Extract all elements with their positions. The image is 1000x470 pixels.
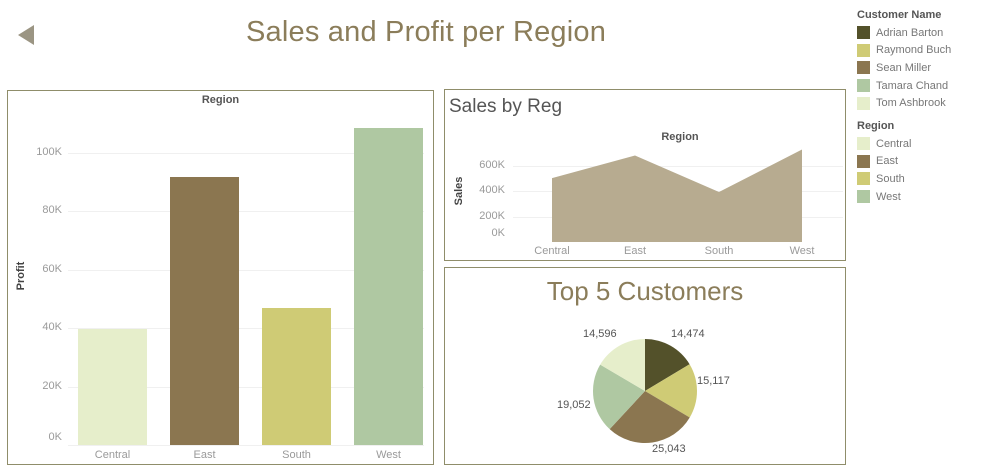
customer-pie[interactable] — [445, 268, 847, 466]
top-customers-title: Top 5 Customers — [546, 276, 744, 306]
gridline — [68, 445, 424, 446]
pie-slice-adrian-barton[interactable] — [645, 339, 690, 391]
color-swatch — [857, 43, 870, 57]
x-tick-label: West — [376, 449, 401, 461]
x-tick-label: West — [789, 245, 815, 257]
y-tick-label: 0K — [491, 227, 505, 239]
y-tick-label: 40K — [42, 321, 62, 333]
triangle-left-icon — [18, 25, 34, 45]
legend-item-customer-sean-miller[interactable]: Sean Miller — [857, 59, 951, 77]
legend-item-customer-tamara-chand[interactable]: Tamara Chand — [857, 77, 951, 95]
legend-item-customer-tom-ashbrook[interactable]: Tom Ashbrook — [857, 94, 951, 112]
color-swatch — [857, 26, 870, 40]
pie-value-label: 25,043 — [652, 443, 686, 455]
sales-area-fill[interactable] — [552, 149, 802, 242]
bar-west[interactable] — [354, 127, 423, 445]
x-tick-label: Central — [94, 449, 131, 461]
pie-slice-sean-miller[interactable] — [609, 391, 690, 443]
pie-slice-tom-ashbrook[interactable] — [600, 339, 645, 391]
sales-chart-title: Sales by Reg — [449, 96, 563, 117]
pie-value-label: 14,474 — [671, 328, 705, 340]
gridline — [513, 165, 843, 167]
legend-item-region-east[interactable]: East — [857, 153, 911, 171]
y-tick-label: 60K — [42, 262, 62, 275]
pie-value-label: 14,596 — [583, 328, 617, 340]
x-tick-label: East — [193, 449, 216, 461]
color-swatch — [857, 172, 870, 186]
dashboard-title: Sales and Profit per Region — [246, 16, 607, 48]
pie-slice-tamara-chand[interactable] — [593, 364, 645, 430]
legend-item-customer-adrian-barton[interactable]: Adrian Barton — [857, 24, 951, 42]
bar-central[interactable] — [78, 328, 147, 445]
legend-item-region-west[interactable]: West — [857, 188, 911, 206]
gridline — [68, 211, 424, 212]
y-tick-label: 200K — [479, 209, 505, 222]
legend-label: Raymond Buch — [876, 44, 952, 57]
gridline — [68, 386, 424, 388]
x-tick-label: East — [623, 245, 646, 257]
color-swatch — [857, 96, 870, 110]
customer-name-legend: Customer Name Adrian Barton Raymond Buch S… — [857, 9, 951, 112]
gridline — [68, 328, 424, 329]
legend-label: Sean Miller — [876, 61, 932, 74]
top-customers-chart[interactable]: Top 5 Customers 14,474 15,117 25,043 19,052… — [444, 267, 846, 465]
legend-label: Central — [876, 137, 912, 150]
column-header-region: Region — [201, 94, 240, 106]
gridline — [68, 152, 424, 154]
y-tick-label: 20K — [42, 379, 62, 392]
bar-south[interactable] — [262, 308, 331, 445]
legend-label: Adrian Barton — [876, 26, 944, 39]
color-swatch — [857, 61, 870, 75]
legend-label: East — [876, 155, 899, 168]
pie-value-label: 15,117 — [697, 375, 730, 387]
gridline — [68, 269, 424, 271]
bar-east[interactable] — [170, 177, 239, 445]
sales-by-region-chart[interactable]: Sales by Reg Region Sales 0K 200K 400K 600K… — [444, 89, 846, 261]
y-tick-label: 600K — [479, 158, 505, 171]
y-tick-label: 400K — [479, 184, 505, 196]
legend-label: Tom Ashbrook — [876, 97, 946, 110]
legend-title-region: Region — [857, 120, 895, 132]
legend-item-customer-raymond-buch[interactable]: Raymond Buch — [857, 42, 951, 60]
legend-item-region-south[interactable]: South — [857, 170, 911, 188]
legend-item-region-central[interactable]: Central — [857, 135, 911, 153]
pie-value-label: 19,052 — [557, 399, 591, 411]
sales-area[interactable] — [445, 90, 847, 262]
color-swatch — [857, 154, 870, 168]
pie-slice-raymond-buch[interactable] — [645, 364, 697, 418]
x-tick-label: South — [704, 245, 734, 257]
color-swatch — [857, 137, 870, 151]
legend-label: Tamara Chand — [876, 79, 949, 92]
legend-label: West — [876, 190, 901, 203]
y-tick-label: 100K — [36, 145, 62, 158]
x-tick-label: Central — [534, 245, 570, 257]
region-legend: Region Central East South West — [857, 120, 911, 205]
color-swatch — [857, 190, 870, 204]
column-header-region: Region — [661, 131, 699, 143]
y-tick-label: 80K — [42, 204, 62, 216]
y-tick-label: 0K — [48, 431, 62, 443]
profit-by-region-chart[interactable]: Region Profit 0K 20K 40K 60K 80K 100K Central… — [7, 90, 434, 465]
x-tick-label: South — [282, 449, 311, 461]
legend-label: South — [876, 172, 905, 185]
legend-title-customer: Customer Name — [857, 9, 942, 21]
back-button[interactable] — [18, 25, 34, 45]
color-swatch — [857, 79, 870, 93]
